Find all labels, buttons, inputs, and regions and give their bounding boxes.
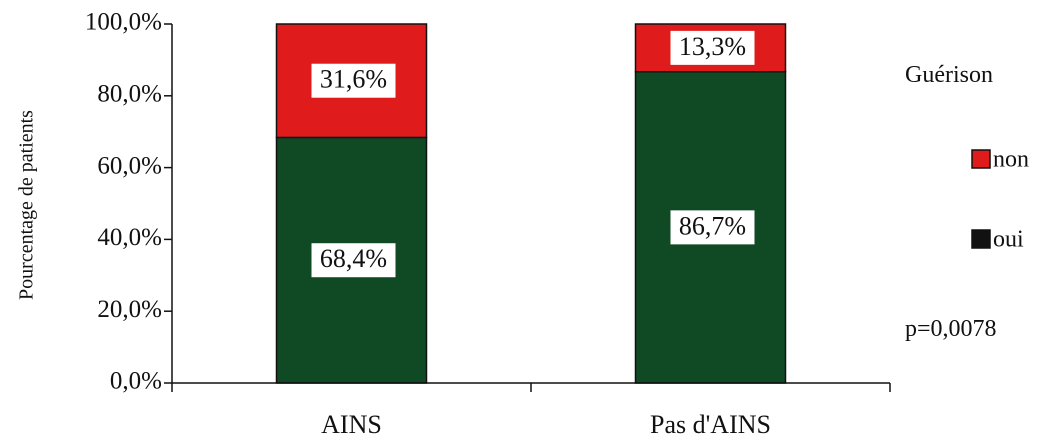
data-label-box-oui-2	[670, 210, 755, 245]
data-label-non-2: 13,3%	[679, 32, 746, 61]
legend-label-oui: oui	[993, 227, 1024, 253]
data-label-box-non-2	[670, 30, 755, 65]
legend-title: Guérison	[905, 62, 993, 88]
data-label-oui-2: 86,7%	[679, 211, 746, 240]
y-tick-label-5: 100,0%	[85, 9, 162, 36]
data-label-box-non-1	[311, 63, 396, 98]
data-label-box-oui-1	[311, 243, 396, 278]
p-value-annotation: p=0,0078	[905, 316, 997, 342]
legend-swatch-oui	[971, 229, 991, 249]
legend-swatch-non	[971, 149, 991, 169]
y-tick-label-1: 20,0%	[97, 296, 162, 323]
y-tick-label-2: 40,0%	[97, 224, 162, 251]
data-label-non-1: 31,6%	[320, 65, 387, 94]
data-label-oui-1: 68,4%	[320, 244, 387, 273]
y-tick-label-3: 60,0%	[97, 152, 162, 179]
plot-area: 68,4% 31,6% 86,7% 13,3% 0,0% 20,0% 40,0% 60,0% 8…	[85, 9, 891, 439]
y-axis-label: Pourcentage de patients	[16, 110, 38, 300]
y-tick-label-4: 80,0%	[97, 81, 162, 108]
y-tick-label-0: 0,0%	[110, 368, 162, 395]
x-category-label-1: AINS	[321, 410, 382, 439]
legend: Guérison non oui	[905, 62, 1029, 253]
legend-label-non: non	[993, 147, 1029, 173]
x-category-label-2: Pas d'AINS	[650, 410, 771, 439]
